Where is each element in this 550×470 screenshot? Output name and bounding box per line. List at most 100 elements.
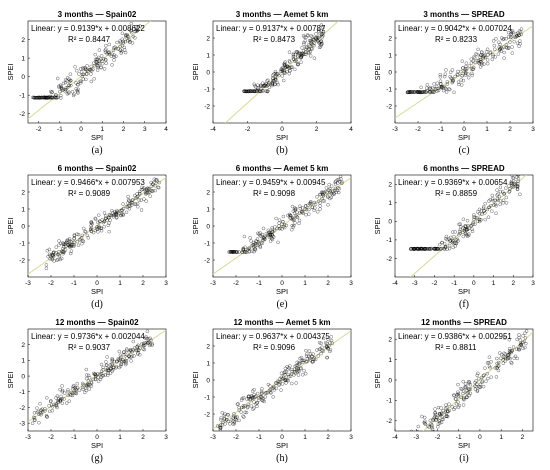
data-point — [137, 189, 142, 194]
data-point — [420, 414, 424, 419]
data-point — [150, 343, 154, 347]
data-point — [509, 30, 514, 34]
data-point — [107, 52, 112, 57]
data-point — [447, 402, 451, 406]
data-point — [96, 61, 100, 66]
data-point — [457, 229, 462, 234]
data-point — [239, 398, 244, 402]
data-point — [450, 80, 454, 85]
data-point — [84, 388, 89, 393]
data-point — [302, 358, 306, 362]
data-point — [37, 95, 42, 100]
data-point — [260, 398, 264, 402]
data-point — [57, 84, 61, 88]
data-point — [488, 50, 493, 54]
data-point — [54, 403, 58, 408]
data-point — [312, 356, 316, 360]
data-point — [122, 350, 126, 354]
data-point — [55, 394, 60, 398]
data-point — [480, 50, 484, 54]
data-point — [156, 185, 160, 190]
panel-label: (g) — [91, 453, 103, 464]
data-point — [428, 418, 432, 423]
data-point — [66, 243, 70, 247]
data-point — [321, 194, 326, 198]
data-point — [518, 338, 522, 342]
data-point — [495, 366, 499, 370]
data-point — [304, 52, 308, 57]
data-point — [423, 419, 427, 423]
data-point — [329, 335, 333, 339]
data-point — [461, 78, 466, 83]
data-point — [336, 181, 340, 185]
data-point — [315, 195, 319, 199]
data-point — [509, 360, 513, 365]
panel-title: 12 months — Spain02 — [55, 318, 139, 327]
data-point — [424, 86, 429, 90]
x-tick-label: 2 — [521, 434, 525, 441]
data-point — [141, 187, 145, 191]
data-point — [504, 37, 508, 41]
data-point — [261, 226, 266, 231]
y-tick-label: -1 — [204, 240, 210, 247]
data-point — [452, 407, 456, 412]
data-point — [473, 222, 477, 227]
data-point — [253, 241, 258, 246]
data-point — [51, 253, 55, 258]
data-point — [412, 247, 416, 251]
y-tick-label: 0 — [388, 219, 392, 226]
data-point — [320, 348, 324, 353]
data-point — [468, 387, 473, 391]
data-point — [93, 57, 98, 62]
x-tick-label: 3 — [164, 434, 168, 441]
data-point — [447, 237, 451, 241]
x-tick-label: 2 — [511, 280, 515, 287]
data-point — [99, 54, 104, 58]
data-point — [131, 339, 136, 344]
data-point — [75, 88, 79, 93]
data-point — [77, 388, 82, 392]
data-point — [247, 250, 251, 254]
data-point — [80, 385, 85, 390]
data-point — [142, 186, 146, 190]
x-tick-label: -4 — [392, 434, 398, 441]
data-point — [422, 432, 425, 435]
data-point — [258, 231, 262, 235]
data-point — [456, 393, 460, 397]
data-point — [494, 37, 498, 41]
data-point — [142, 187, 147, 192]
data-point — [135, 348, 140, 352]
data-point — [267, 235, 272, 239]
data-point — [95, 68, 100, 72]
data-point — [412, 444, 415, 447]
data-point — [239, 410, 243, 414]
data-point — [296, 373, 301, 377]
data-point — [141, 343, 146, 347]
data-point — [112, 359, 117, 364]
data-point — [81, 66, 85, 71]
y-tick-label: -1 — [19, 92, 25, 99]
data-point — [447, 243, 452, 248]
data-point — [142, 347, 147, 352]
data-point — [510, 361, 514, 365]
data-point — [451, 245, 455, 250]
data-point — [60, 250, 65, 254]
data-point — [136, 204, 140, 209]
data-point — [484, 379, 488, 383]
data-point — [295, 215, 300, 220]
data-point — [112, 55, 116, 59]
data-point — [422, 90, 426, 94]
data-point — [101, 365, 105, 370]
y-tick-label: 0 — [206, 69, 210, 76]
data-point — [505, 46, 509, 50]
data-point — [103, 216, 108, 221]
data-point — [293, 364, 297, 368]
data-point — [463, 385, 467, 389]
data-point — [56, 257, 60, 262]
y-axis-label: SPEI — [6, 371, 15, 388]
data-point — [58, 399, 63, 403]
fit-line — [395, 25, 533, 119]
data-point — [309, 201, 313, 206]
x-tick-label: 1 — [499, 434, 503, 441]
data-point — [444, 68, 448, 72]
